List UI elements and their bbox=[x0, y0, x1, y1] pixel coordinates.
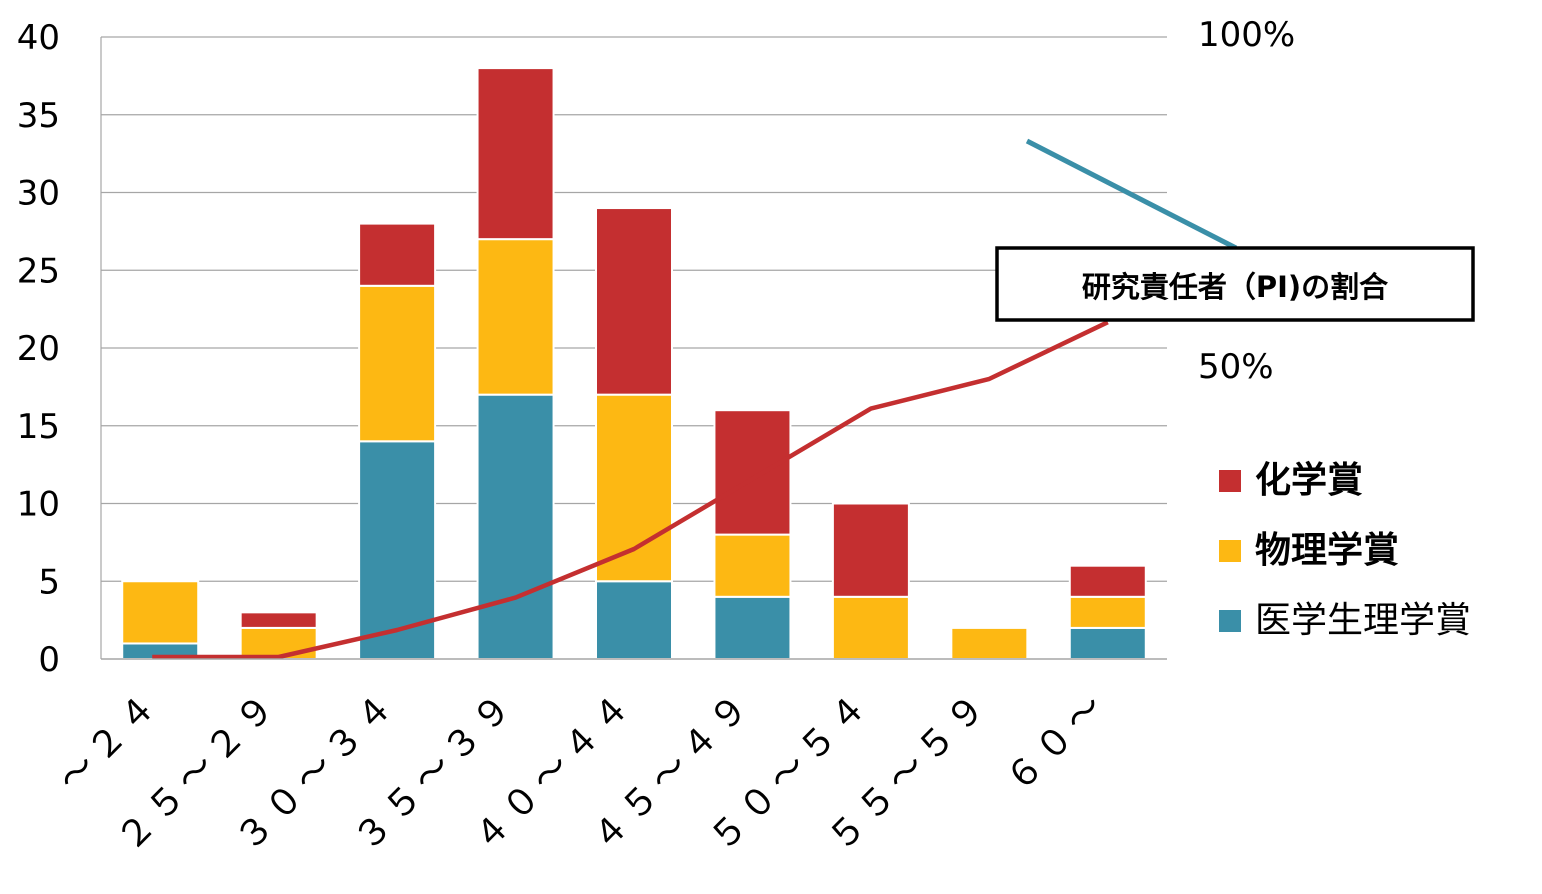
bar-segment-0 bbox=[1068, 626, 1147, 661]
y-tick-label: 25 bbox=[17, 251, 60, 291]
bar-segment-2 bbox=[1068, 564, 1147, 598]
bar-segment-2 bbox=[595, 207, 673, 396]
y-tick-label: 35 bbox=[17, 96, 60, 136]
bar-segment-1 bbox=[358, 284, 437, 443]
y-tick-label: 10 bbox=[17, 485, 60, 525]
x-tick-label: ６０～ bbox=[998, 682, 1116, 800]
bars bbox=[121, 67, 1147, 661]
bar-segment-0 bbox=[476, 393, 555, 660]
legend-label: 医学生理学賞 bbox=[1255, 600, 1471, 641]
bar-segment-0 bbox=[358, 440, 437, 660]
bar-segment-1 bbox=[595, 393, 673, 583]
y-tick-label: 5 bbox=[38, 562, 60, 602]
pi-ratio-line bbox=[152, 320, 1109, 660]
bar-segment-2 bbox=[713, 409, 792, 536]
legend-label: 物理学賞 bbox=[1255, 529, 1399, 571]
bar-segment-0 bbox=[713, 595, 792, 660]
y2-label-50: 50% bbox=[1198, 347, 1274, 387]
bar-segment-1 bbox=[121, 580, 200, 645]
bar-segment-1 bbox=[239, 626, 318, 661]
bar-segment-1 bbox=[1068, 595, 1147, 629]
x-tick-label: ～２４ bbox=[50, 682, 168, 800]
y-tick-label: 15 bbox=[17, 407, 60, 447]
callout-box bbox=[995, 246, 1475, 322]
y-tick-labels: 0 5 10 15 20 25 30 35 40 bbox=[17, 18, 60, 680]
bar-segment-2 bbox=[831, 502, 910, 598]
bar-segment-2 bbox=[358, 222, 437, 287]
bar-segment-2 bbox=[476, 67, 555, 241]
legend-swatch bbox=[1219, 470, 1241, 492]
legend-label: 化学賞 bbox=[1255, 459, 1363, 501]
callout-label: 研究責任者（PI)の割合 bbox=[1082, 270, 1388, 304]
legend-swatch bbox=[1219, 610, 1241, 632]
pi-ratio-line-path bbox=[152, 320, 1109, 660]
axes bbox=[100, 37, 1167, 660]
y-tick-label: 30 bbox=[17, 174, 60, 214]
legend-swatch bbox=[1219, 540, 1241, 562]
bar-segment-1 bbox=[713, 533, 792, 598]
bar-segment-2 bbox=[239, 611, 318, 629]
bar-segment-1 bbox=[476, 238, 555, 396]
y-tick-label: 40 bbox=[17, 18, 60, 58]
pi-ratio-callout: 研究責任者（PI)の割合 bbox=[995, 138, 1475, 322]
bar-segment-0 bbox=[595, 580, 673, 660]
y-tick-label: 20 bbox=[17, 329, 60, 369]
bar-segment-1 bbox=[831, 595, 910, 660]
bar-segment-1 bbox=[950, 626, 1029, 661]
callout-leader-line bbox=[1025, 138, 1238, 251]
y-tick-label: 0 bbox=[38, 640, 60, 680]
y2-label-100: 100% bbox=[1198, 15, 1295, 55]
